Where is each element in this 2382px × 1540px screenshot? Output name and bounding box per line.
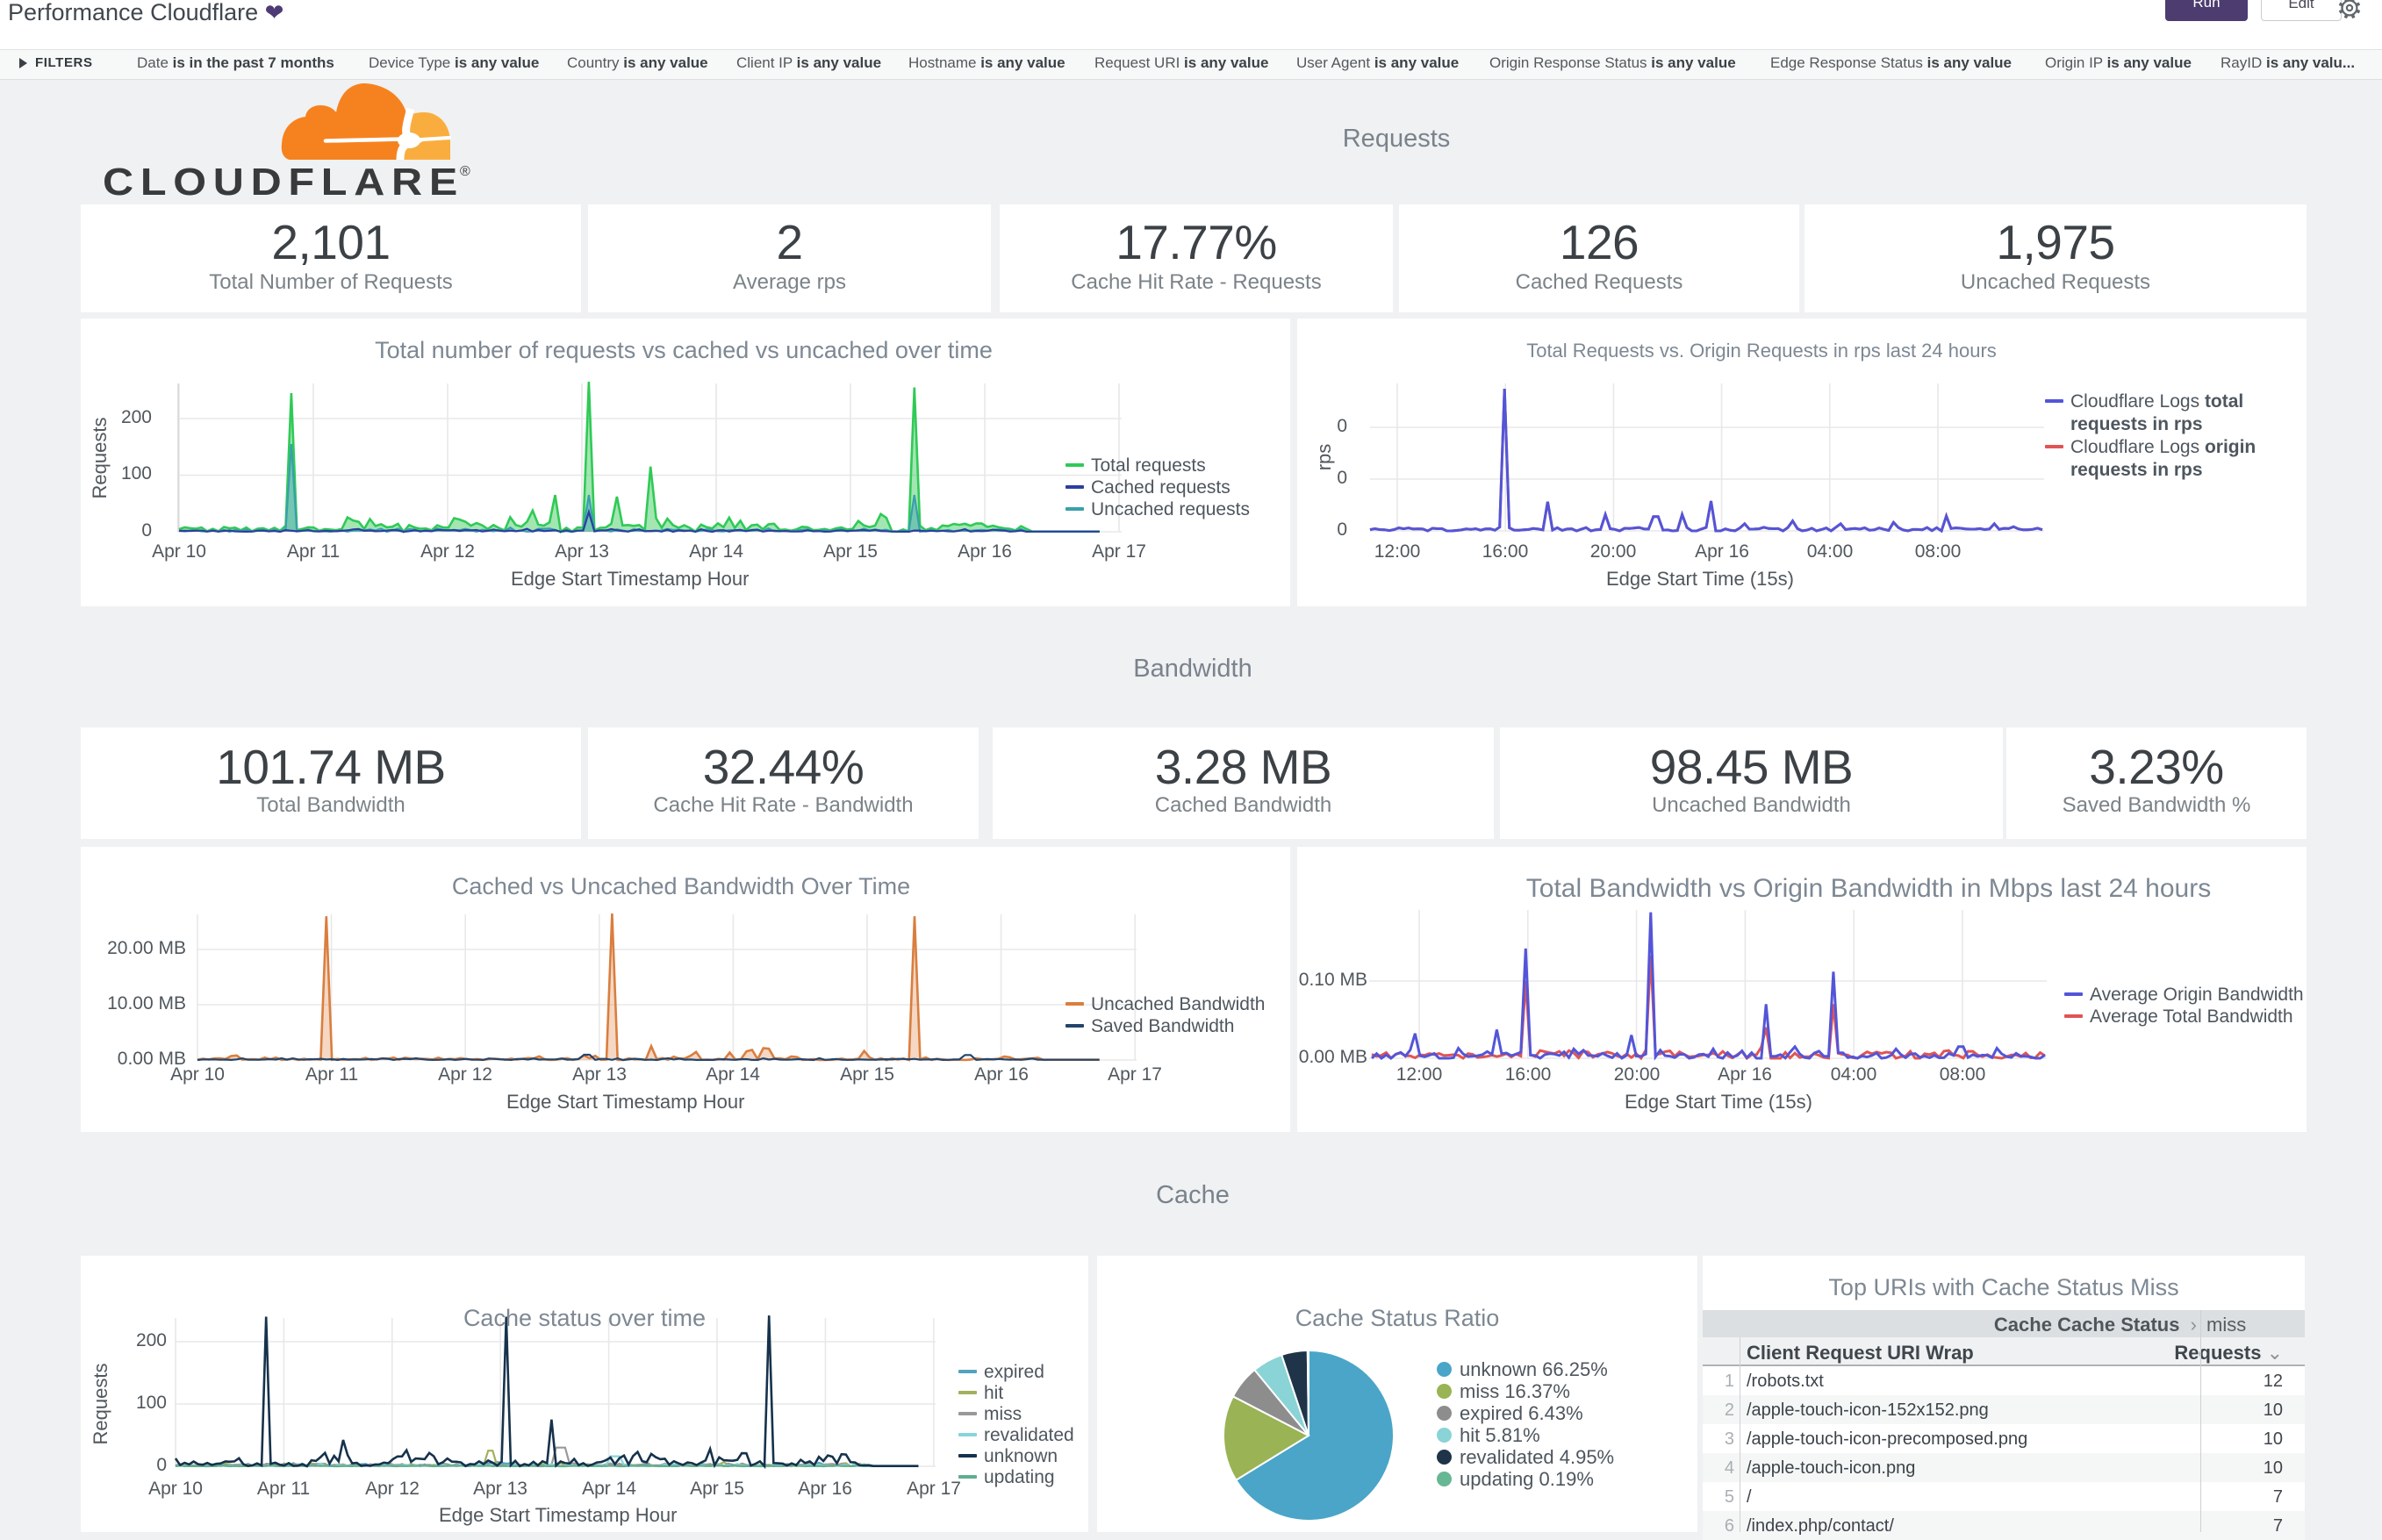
svg-text:®: ® (460, 164, 470, 179)
svg-text:Requests: Requests (90, 1364, 111, 1445)
svg-text:CLOUDFLARE: CLOUDFLARE (103, 161, 464, 204)
svg-text:rps: rps (1313, 444, 1335, 471)
svg-text:Requests: Requests (89, 418, 111, 499)
